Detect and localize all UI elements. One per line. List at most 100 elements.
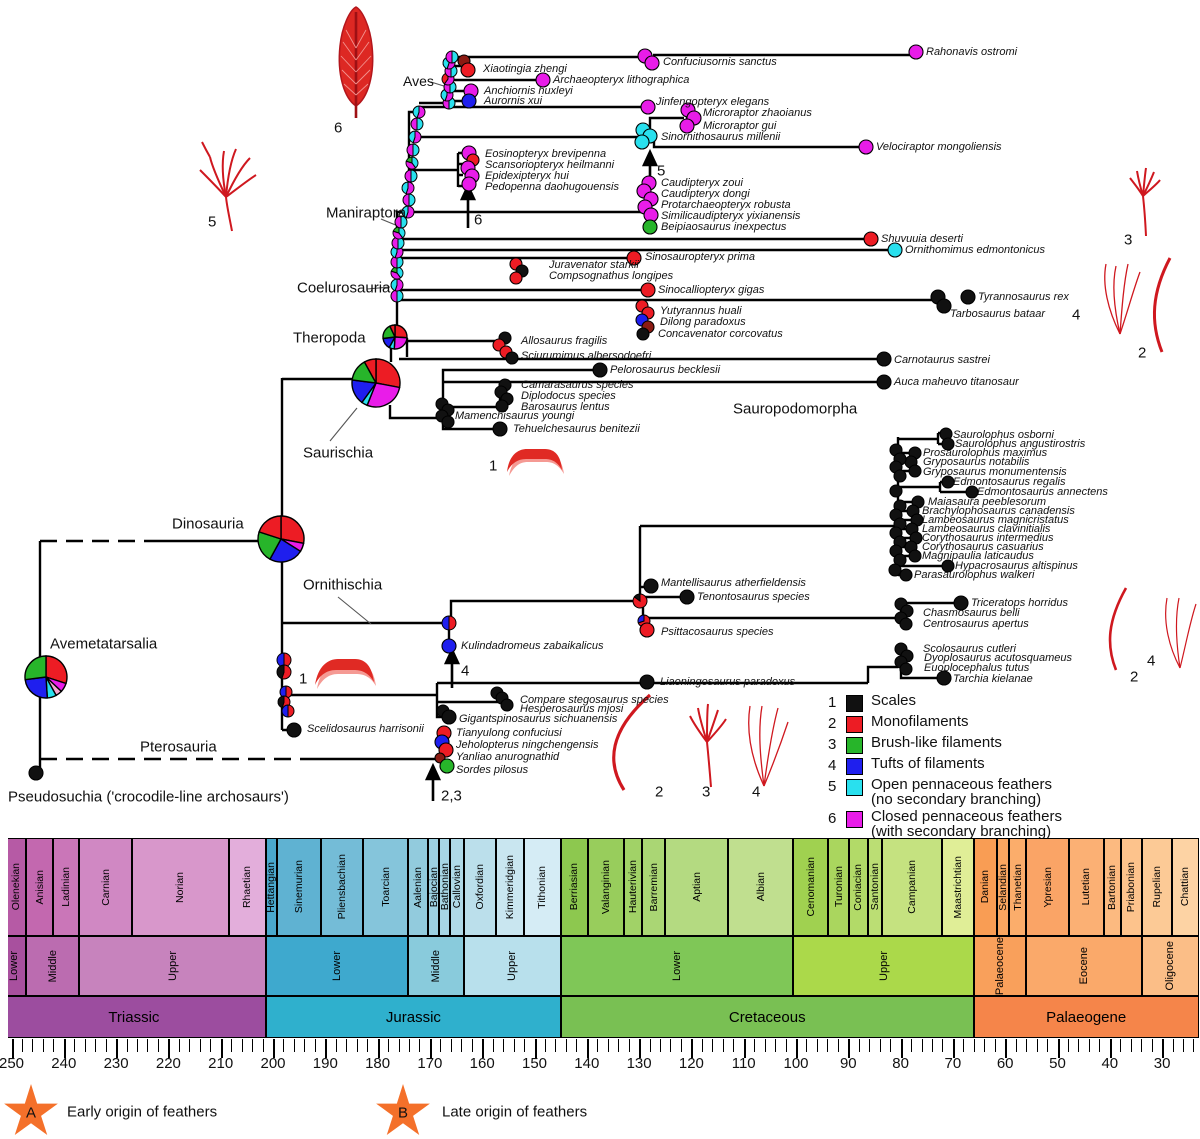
taxon-label: Microraptor zhaoianus: [703, 107, 812, 119]
feather-type-number: 4: [752, 783, 761, 801]
stage-cell-label: Coniacian: [852, 863, 865, 911]
axis-tick: [785, 1039, 787, 1052]
axis-tick: [84, 1039, 86, 1052]
axis-tick: [157, 1039, 159, 1052]
axis-tick: [628, 1039, 630, 1052]
legend-swatch-icon: [846, 758, 863, 775]
taxon-label: Dilong paradoxus: [660, 316, 746, 328]
tree-node-slice: [410, 169, 418, 183]
taxon-label: Saurolophus angustirostris: [955, 438, 1086, 450]
series-cell-label: Middle: [46, 949, 59, 983]
tree-node-slice: [394, 324, 408, 339]
closed-pennaceous-feather-icon: [338, 6, 374, 118]
taxon-label: Ornithomimus edmontonicus: [905, 244, 1046, 256]
legend-item-number: 5: [828, 778, 837, 795]
axis-tick: [639, 1039, 642, 1058]
axis-tick: [471, 1039, 473, 1052]
tree-node: [639, 622, 655, 638]
series-cell: Upper: [793, 936, 974, 996]
axis-tick: [178, 1039, 180, 1052]
axis-tick: [921, 1039, 923, 1052]
axis-tick: [722, 1039, 724, 1052]
stage-cell-label: Ypresian: [1041, 866, 1054, 908]
tree-node: [441, 709, 457, 725]
axis-tick-label: 250: [0, 1055, 25, 1072]
axis-tick: [1036, 1039, 1038, 1052]
tree-node: [495, 399, 509, 413]
taxon-label: Edmontosaurus regalis: [953, 476, 1066, 488]
scales-patch-icon-saurischia: [507, 449, 564, 476]
brush-filament-icon-right: [1129, 167, 1161, 237]
series-cell: Lower: [266, 936, 409, 996]
axis-tick: [1026, 1039, 1028, 1052]
tree-node: [876, 374, 892, 390]
taxon-label: Hypacrosaurus altispinus: [955, 560, 1078, 572]
axis-tick: [1130, 1039, 1132, 1052]
tree-node-slice: [394, 215, 402, 229]
taxon-label: Archaeopteryx lithographica: [553, 74, 690, 86]
tree-node-slice: [366, 382, 401, 408]
taxon-label: Dyoplosaurus acutosquameus: [924, 652, 1072, 664]
stage-cell: Rhaetian: [228, 838, 267, 936]
period-cell-label: Jurassic: [385, 1008, 441, 1026]
clade-label: Coelurosauria: [297, 279, 391, 297]
axis-tick: [325, 1039, 328, 1058]
legend-swatch-icon: [846, 716, 863, 733]
tree-node: [953, 595, 969, 611]
stage-cell-label: Tithonian: [536, 865, 549, 909]
feather-type-number: 3: [702, 783, 711, 801]
tree-node-slice: [406, 143, 414, 157]
axis-tick: [482, 1039, 485, 1058]
taxon-label: Diplodocus species: [521, 390, 616, 402]
taxon-label: Magnipaulia laticaudus: [922, 550, 1034, 562]
axis-tick: [858, 1039, 860, 1052]
stage-cell: Bajocian: [428, 838, 439, 936]
stage-cell: Sinemurian: [276, 838, 322, 936]
feather-type-number: 2,3: [441, 787, 462, 805]
axis-tick: [618, 1039, 620, 1052]
axis-tick: [764, 1039, 766, 1052]
tree-node-slice: [393, 336, 408, 350]
tree-node-slice: [408, 130, 416, 144]
axis-tick: [429, 1039, 432, 1058]
feather-type-number: 3: [1124, 231, 1133, 249]
tree-node: [888, 563, 902, 577]
axis-tick: [984, 1039, 986, 1052]
axis-tick: [32, 1039, 34, 1052]
clade-label: Theropoda: [293, 329, 366, 347]
stage-cell: Carnian: [79, 838, 132, 936]
legend-item: 5 Open pennaceous feathers (no secondary …: [828, 777, 1062, 807]
period-cell: Palaeogene: [973, 996, 1199, 1038]
axis-tick: [377, 1039, 380, 1058]
axis-tick: [963, 1039, 965, 1052]
axis-tick: [147, 1039, 149, 1052]
feather-type-legend: 1 Scales 2 Monofilaments 3 Brush-like filamen…: [828, 693, 1062, 842]
tree-node: [941, 559, 955, 573]
tree-node: [960, 289, 976, 305]
feather-type-number: 2: [1130, 668, 1139, 686]
clade-label: Aves: [403, 73, 434, 89]
tree-node-slice: [410, 117, 418, 131]
axis-tick: [304, 1039, 306, 1052]
taxon-label: Liaoningosaurus paradoxus: [660, 676, 796, 688]
stage-cell-label: Santonian: [868, 863, 881, 911]
axis-tick-label: 70: [944, 1055, 962, 1072]
tree-node: [634, 134, 650, 150]
tree-node: [858, 139, 874, 155]
series-cell: Upper: [79, 936, 267, 996]
stage-cell-label: Cenomanian: [804, 857, 817, 917]
stage-cell: Danian: [973, 838, 997, 936]
axis-tick: [555, 1039, 557, 1052]
tree-node: [941, 475, 955, 489]
tree-node: [899, 662, 913, 676]
tree-node: [28, 765, 44, 781]
monofilament-icon-ankylosaur: [1108, 587, 1128, 671]
series-cell-label: Middle: [430, 949, 443, 983]
stage-cell: Anisian: [26, 838, 54, 936]
axis-tick: [701, 1039, 703, 1052]
axis-tick: [869, 1039, 871, 1052]
taxon-label: Tenontosaurus species: [697, 591, 810, 603]
feather-type-number: 2: [655, 783, 664, 801]
axis-tick: [440, 1039, 442, 1052]
